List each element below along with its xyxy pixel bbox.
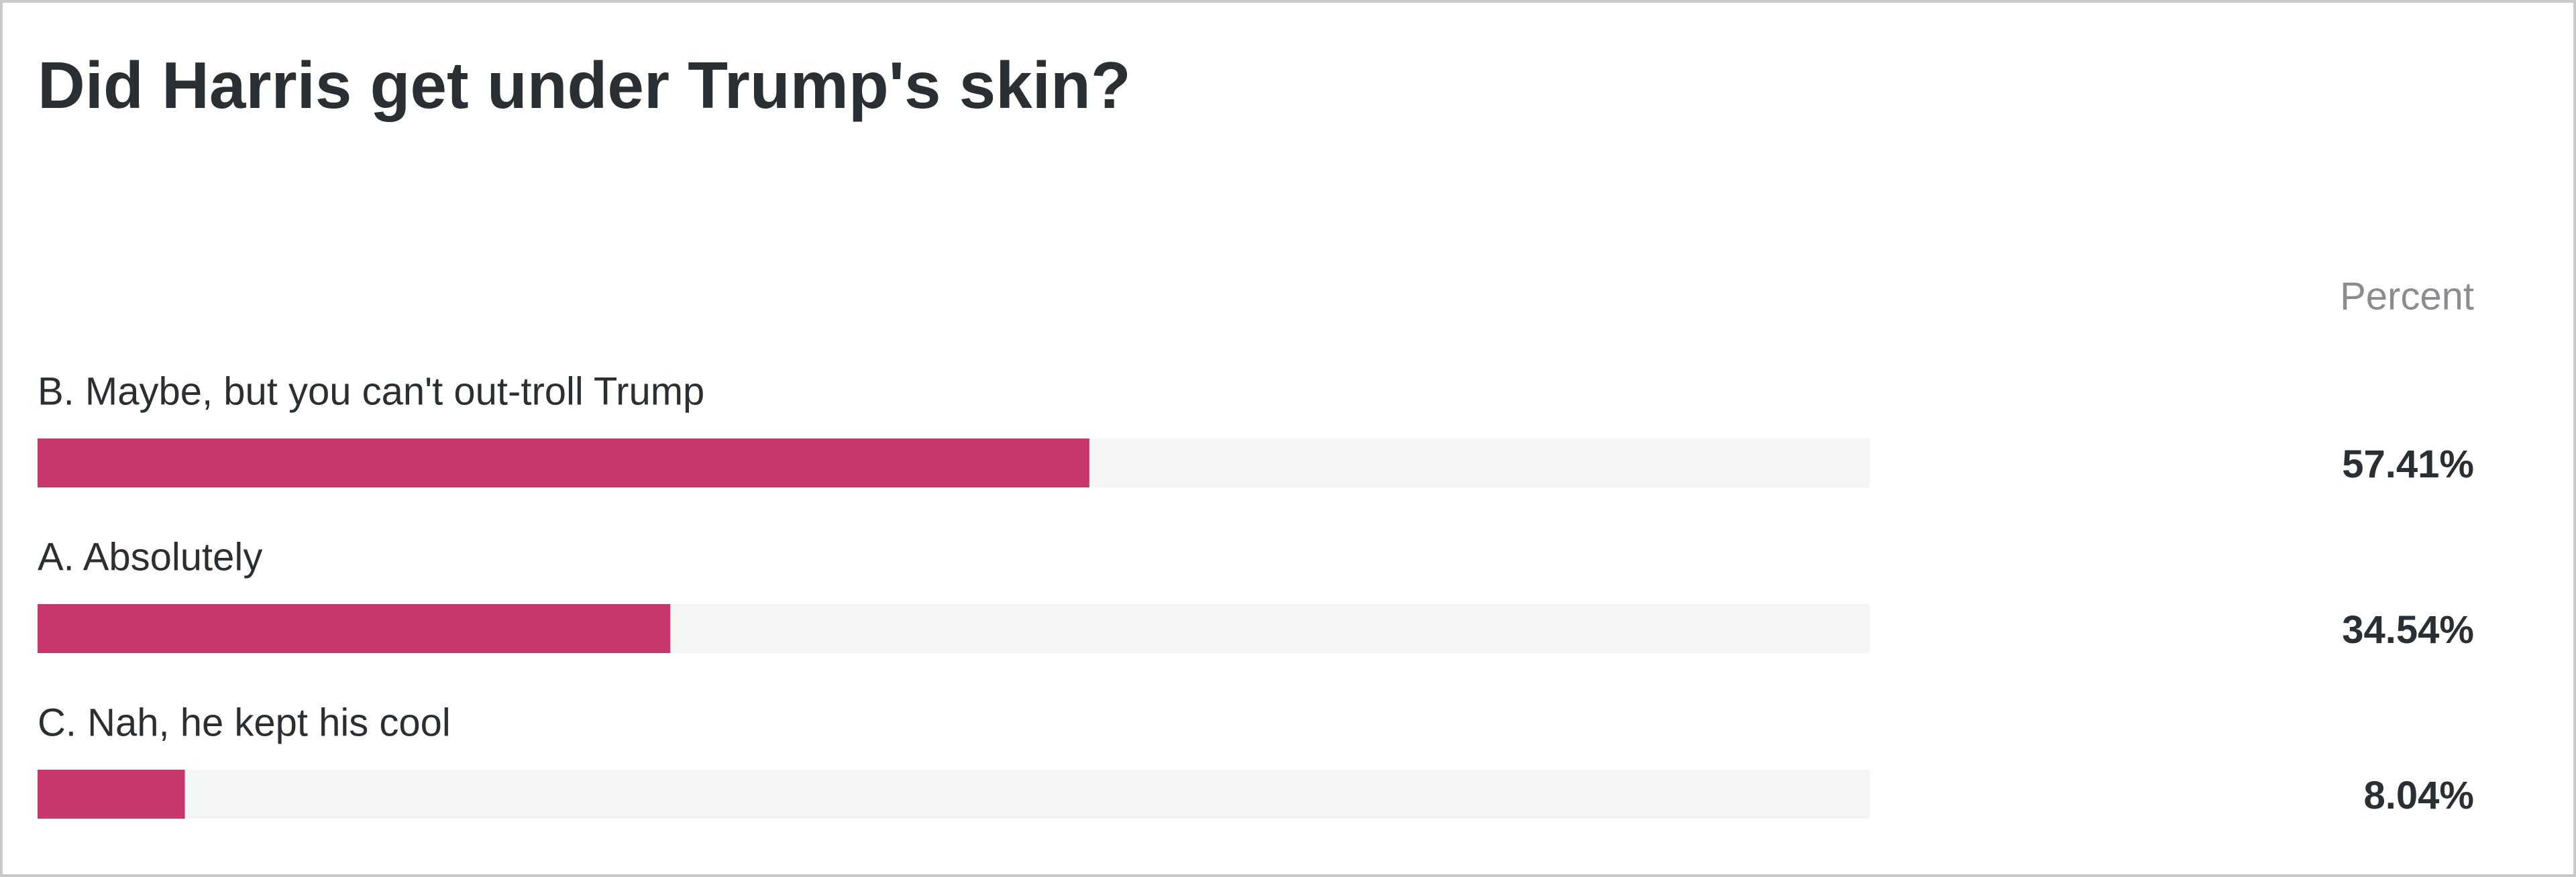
bar xyxy=(38,438,1089,487)
value-label: 8.04% xyxy=(2364,774,2474,817)
poll-title: Did Harris get under Trump's skin? xyxy=(38,48,1131,122)
bar-track xyxy=(38,770,1870,819)
value-column-title: Percent xyxy=(2340,274,2474,318)
bar xyxy=(38,770,185,819)
bar xyxy=(38,604,671,653)
option-label: C. Nah, he kept his cool xyxy=(38,701,451,744)
option-label: A. Absolutely xyxy=(38,535,262,579)
value-label: 34.54% xyxy=(2342,608,2474,652)
option-label: B. Maybe, but you can't out-troll Trump xyxy=(38,369,704,413)
value-label: 57.41% xyxy=(2342,443,2474,486)
